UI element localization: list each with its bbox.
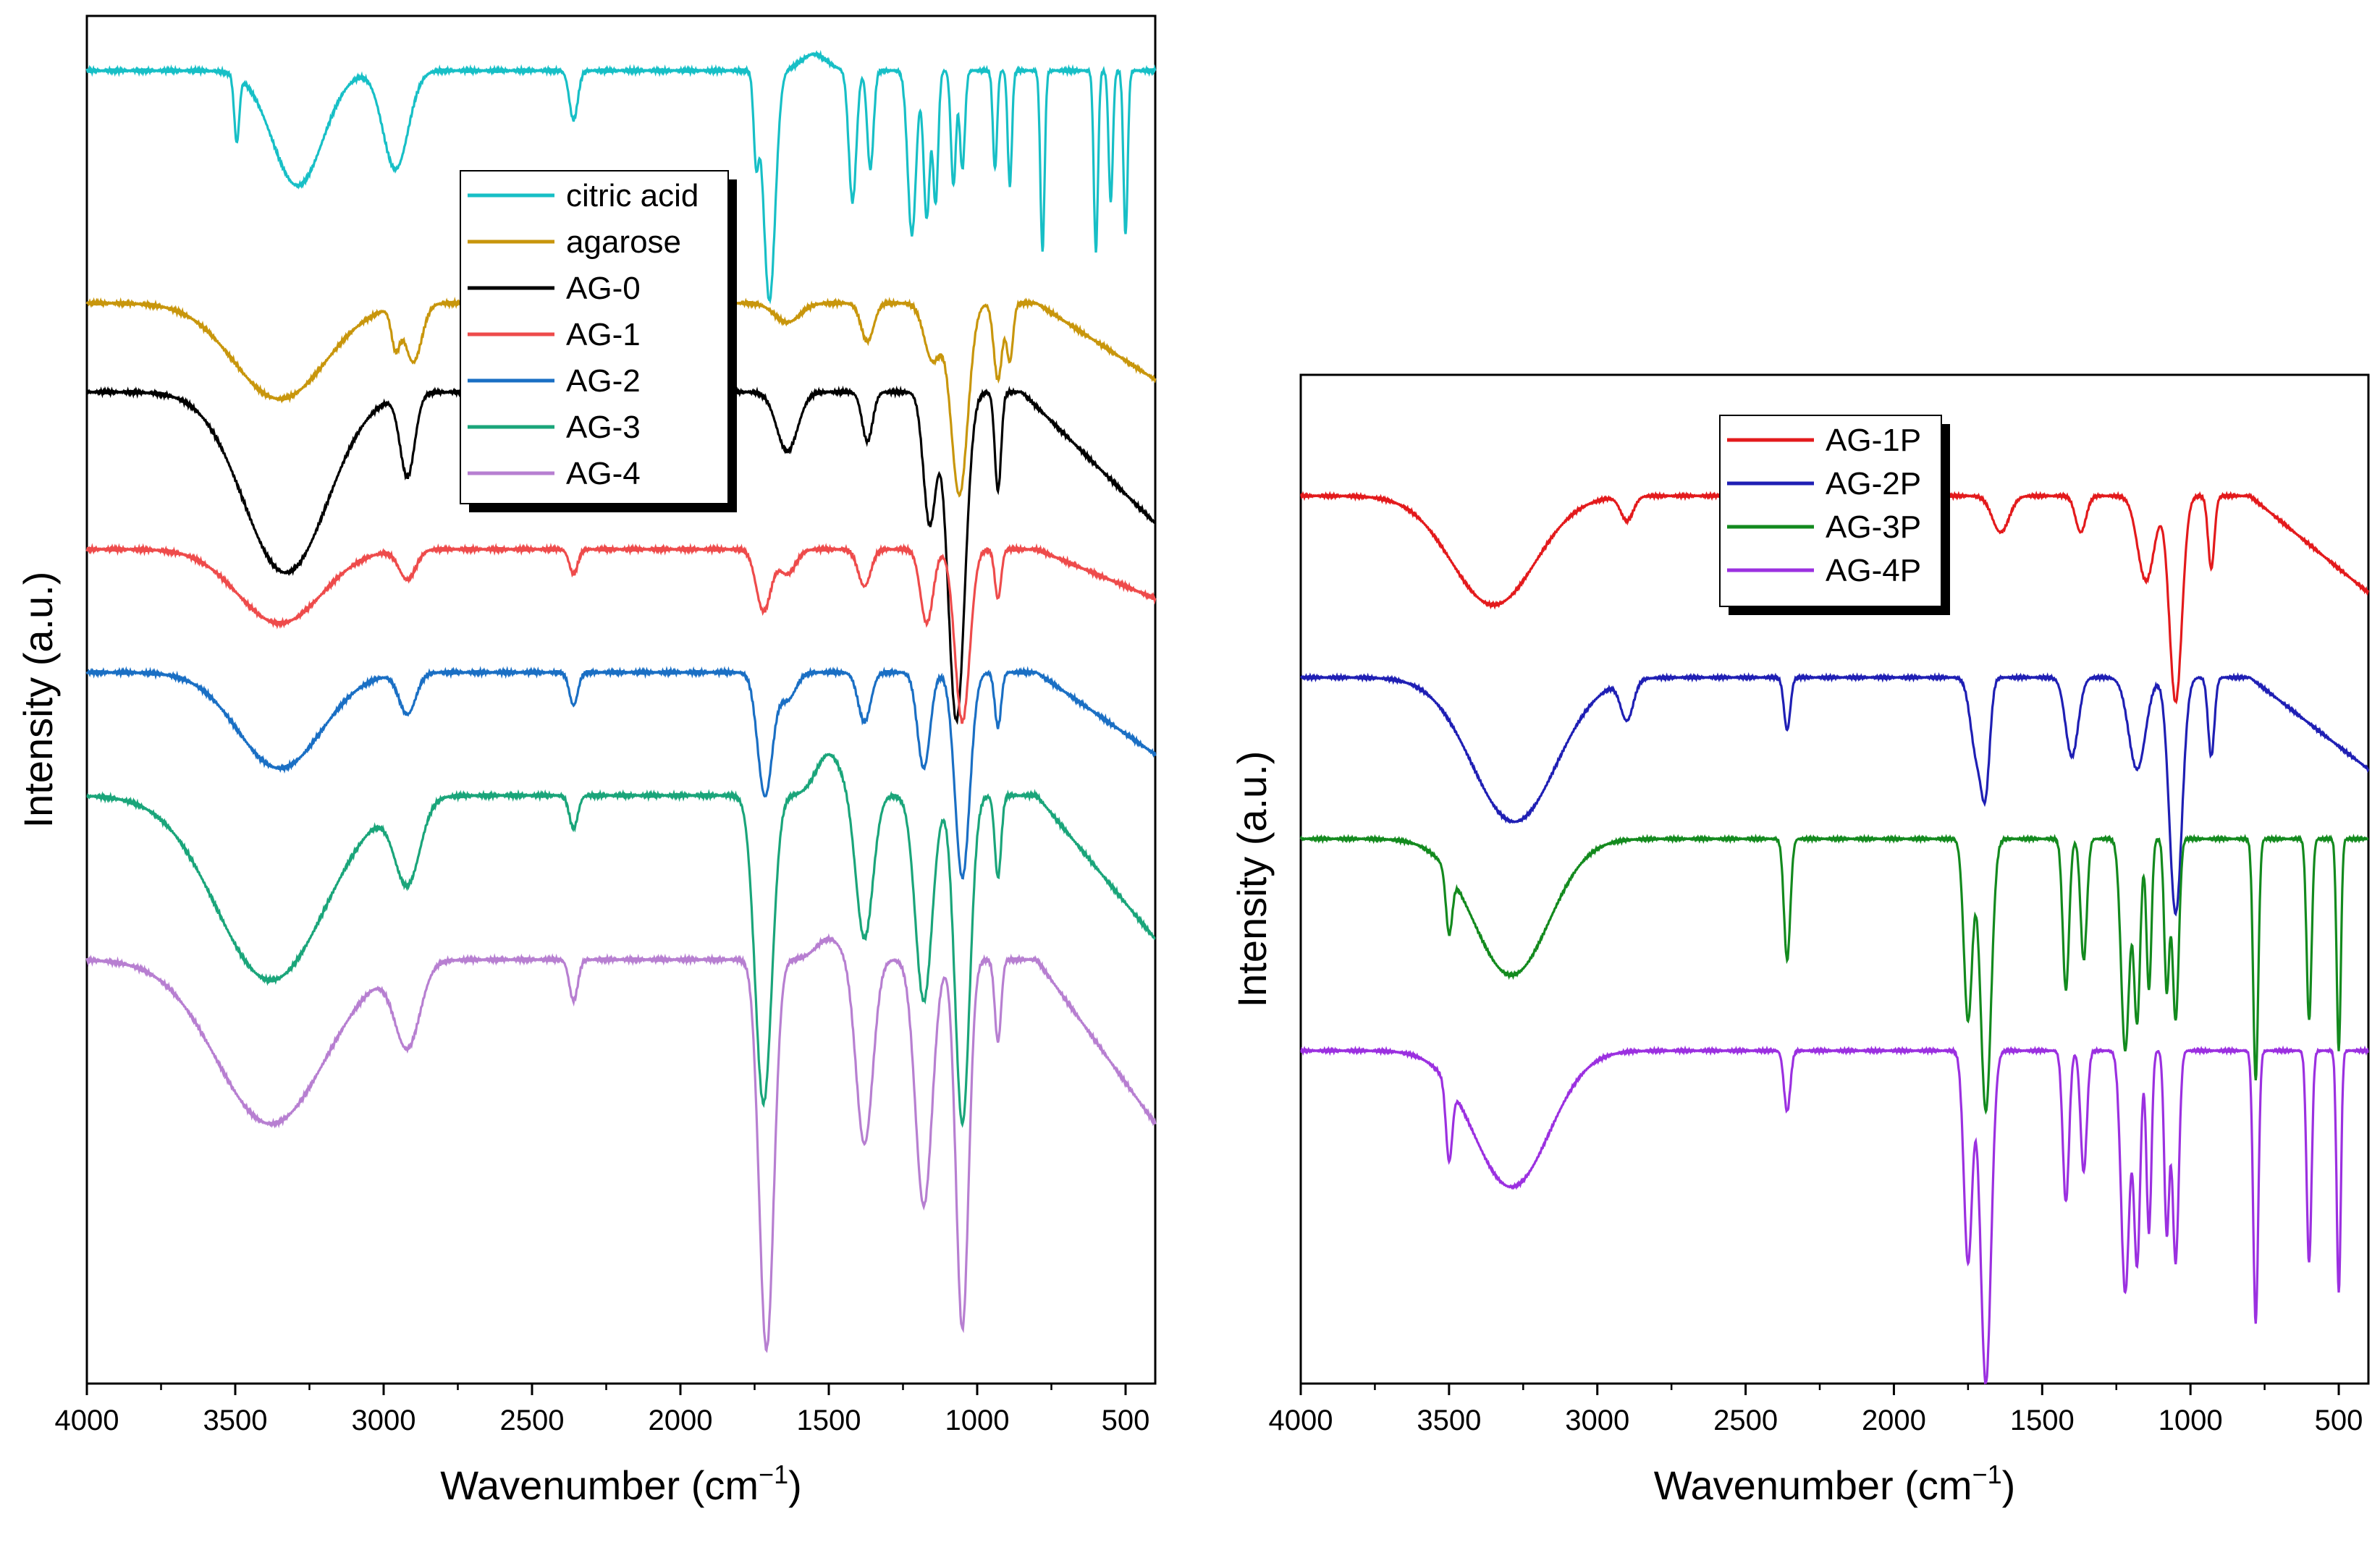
plot-frame — [1299, 373, 2370, 1385]
x-axis-title: Wavenumber (cm−1) — [440, 1460, 802, 1508]
x-tick-label: 1500 — [2010, 1405, 2075, 1436]
x-tick-label: 1000 — [945, 1405, 1010, 1436]
x-tick-label: 3000 — [1565, 1405, 1629, 1436]
y-axis-title: Intensity (a.u.) — [15, 572, 61, 829]
legend: citric acid agarose AG-0 AG-1 AG-2 AG-3 AG-4 — [460, 170, 737, 512]
legend-label: AG-3 — [566, 410, 641, 445]
x-tick-label: 500 — [2315, 1405, 2363, 1436]
plot-frame — [85, 14, 1157, 1385]
series-line-ag-4 — [85, 933, 1157, 1353]
legend-label: AG-2P — [1826, 466, 1921, 501]
legend-label: AG-0 — [566, 271, 641, 306]
legend-label: AG-4P — [1826, 553, 1921, 588]
x-tick-label: 2000 — [649, 1405, 713, 1436]
series-line-ag-4p — [1300, 1045, 2369, 1384]
legend-label: citric acid — [566, 178, 699, 213]
x-tick-label: 500 — [1102, 1405, 1150, 1436]
x-tick-label: 4000 — [55, 1405, 119, 1436]
series-line-ag-3 — [86, 753, 1156, 1128]
x-tick-label: 3000 — [352, 1405, 416, 1436]
x-tick-label: 2500 — [1713, 1405, 1778, 1436]
x-tick-label: 1500 — [797, 1405, 861, 1436]
panel-2: 4000 3500 3000 2500 2000 1500 1000 500 Wavenumbe… — [1229, 373, 2370, 1508]
series-line-citric-acid — [85, 50, 1157, 305]
panel-1: 4000 3500 3000 2500 2000 1500 1000 500 Wavenumbe… — [15, 14, 1157, 1508]
x-tick-label: 4000 — [1269, 1405, 1333, 1436]
legend-label: AG-2 — [566, 363, 641, 399]
legend: AG-1P AG-2P AG-3P AG-4P — [1719, 415, 1950, 615]
legend-label: agarose — [566, 224, 681, 260]
x-tick-label: 2000 — [1862, 1405, 1926, 1436]
series-line-ag-2p — [1300, 672, 2370, 917]
legend-label: AG-4 — [566, 456, 641, 491]
series-line-ag-3p — [1299, 834, 2369, 1115]
x-tick-label: 1000 — [2159, 1405, 2223, 1436]
x-tick-label: 2500 — [500, 1405, 565, 1436]
x-tick-label: 3500 — [1417, 1405, 1481, 1436]
legend-box — [460, 170, 729, 504]
legend-label: AG-1 — [566, 317, 641, 352]
series-line-ag-2 — [85, 666, 1157, 880]
legend-box — [1719, 415, 1942, 607]
legend-label: AG-3P — [1826, 509, 1921, 545]
series-line-ag-1 — [85, 543, 1157, 724]
y-axis-title: Intensity (a.u.) — [1229, 751, 1275, 1008]
legend-label: AG-1P — [1826, 423, 1921, 458]
x-axis-title: Wavenumber (cm−1) — [1654, 1460, 2016, 1508]
x-tick-label: 3500 — [203, 1405, 268, 1436]
